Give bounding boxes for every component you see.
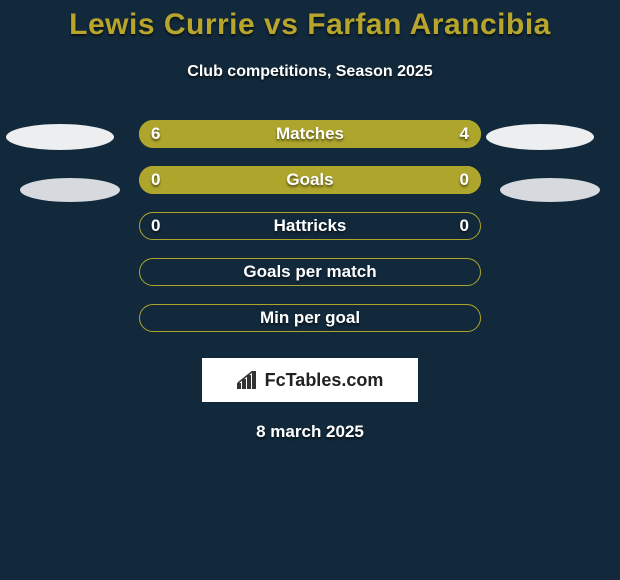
stat-value-left: 0 (151, 212, 160, 240)
stat-row: Matches6 4 (139, 120, 481, 148)
stat-row: Goals per match (139, 258, 481, 286)
stat-label: Goals (139, 166, 481, 194)
stat-value-left: 6 (151, 120, 160, 148)
page-subtitle: Club competitions, Season 2025 (0, 63, 620, 81)
avatar-ellipse (486, 124, 594, 150)
stat-value-right: 0 (460, 166, 469, 194)
page-title: Lewis Currie vs Farfan Arancibia (0, 0, 620, 42)
stat-value-right: 0 (460, 212, 469, 240)
logo-text: FcTables.com (265, 370, 384, 391)
stat-value-right: 4 (460, 120, 469, 148)
stat-label: Matches (139, 120, 481, 148)
stat-label: Goals per match (139, 258, 481, 286)
stat-value-left: 0 (151, 166, 160, 194)
avatar-ellipse (20, 178, 120, 202)
stat-rows: Matches64Goals00Hattricks00Goals per mat… (139, 120, 481, 350)
stat-row: Hattricks0 0 (139, 212, 481, 240)
stat-label: Min per goal (139, 304, 481, 332)
stat-row: Min per goal (139, 304, 481, 332)
bars-icon (237, 371, 259, 389)
avatar-ellipse (6, 124, 114, 150)
stat-label: Hattricks (139, 212, 481, 240)
logo-box: FcTables.com (202, 358, 418, 402)
avatar-ellipse (500, 178, 600, 202)
date-label: 8 march 2025 (0, 422, 620, 442)
stat-row: Goals0 0 (139, 166, 481, 194)
